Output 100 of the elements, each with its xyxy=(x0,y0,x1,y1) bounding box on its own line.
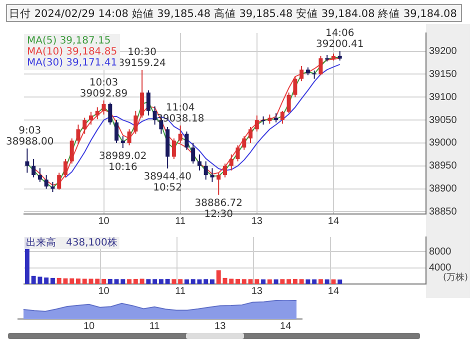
y-tick-label: 39150 xyxy=(429,68,458,80)
candlestick xyxy=(76,124,80,144)
candlestick xyxy=(286,92,291,114)
annotation: 38944.40 10:52 xyxy=(144,171,192,194)
bar xyxy=(102,278,106,284)
bar xyxy=(70,278,74,284)
bar xyxy=(274,279,278,284)
candlestick xyxy=(127,128,132,146)
candlestick xyxy=(178,124,182,144)
text: MA(5) 39,187.15 xyxy=(27,36,111,47)
x-tick-label: 13 xyxy=(214,320,226,332)
bar xyxy=(299,279,304,284)
bar xyxy=(50,278,55,284)
bar xyxy=(210,279,214,284)
bar xyxy=(242,279,246,284)
candlestick xyxy=(229,154,234,171)
candlestick xyxy=(152,106,157,126)
bar xyxy=(108,278,112,284)
candlestick xyxy=(95,106,100,120)
bar xyxy=(140,278,144,284)
bar xyxy=(88,278,94,284)
bar xyxy=(306,279,310,284)
candlestick xyxy=(114,120,119,144)
candlestick xyxy=(338,50,342,61)
text: MA(30) 39,171.41 xyxy=(27,58,118,69)
text: MA(10) 39,184.85 xyxy=(27,46,118,58)
bar xyxy=(44,278,49,284)
candlestick xyxy=(146,90,150,116)
x-tick-label: 10 xyxy=(98,216,110,227)
annotation: 38989.02 10:16 xyxy=(99,151,147,174)
y-tick-label: 38950 xyxy=(429,160,458,172)
candlestick xyxy=(70,138,74,164)
candlestick xyxy=(38,168,42,182)
annotation: 10:30 39159.24 xyxy=(118,47,166,70)
bar xyxy=(82,278,87,284)
candlestick xyxy=(210,168,214,182)
x-tick-label: 10 xyxy=(98,286,110,297)
chart-title: 出来高 438,100株 xyxy=(26,236,118,249)
y-tick-label: 39100 xyxy=(429,92,458,103)
bar xyxy=(338,280,342,284)
candlestick xyxy=(25,148,30,174)
bar xyxy=(324,279,330,284)
candlestick xyxy=(254,114,259,132)
bar xyxy=(267,279,272,284)
candlestick xyxy=(318,55,323,76)
y-axis-title: (万株) xyxy=(442,272,468,283)
bar xyxy=(184,279,189,284)
candlestick xyxy=(82,117,87,134)
y-tick-label: 4000 xyxy=(429,262,452,274)
candlestick xyxy=(57,172,62,190)
candlestick xyxy=(44,174,48,190)
bar xyxy=(280,279,285,284)
annotation: 9:03 38988.00 xyxy=(6,125,54,148)
chart-title: 日付 2024/02/29 14:08 始値 39,185.48 高値 39,185.48 安値 39,184.08 終値 39,184.08 xyxy=(6,4,462,22)
bar xyxy=(312,279,317,284)
candlestick xyxy=(191,142,196,164)
bar xyxy=(292,278,298,284)
candlestick xyxy=(184,131,189,150)
bar xyxy=(158,279,164,284)
bar xyxy=(204,279,208,284)
y-tick-label: 38850 xyxy=(429,206,458,218)
bar xyxy=(165,278,170,284)
bar xyxy=(95,278,100,284)
annotation: 10:03 39092.89 xyxy=(80,77,128,100)
candlestick xyxy=(293,76,298,98)
candlestick xyxy=(300,65,304,82)
candlestick xyxy=(172,138,176,160)
y-tick-label: 39200 xyxy=(429,46,458,58)
bar xyxy=(261,279,266,284)
bar xyxy=(172,279,176,284)
bar xyxy=(216,270,221,284)
x-tick-label: 13 xyxy=(251,286,263,297)
candlestick xyxy=(32,158,36,178)
y-tick-label: 38900 xyxy=(429,184,458,195)
candlestick xyxy=(140,70,144,118)
bar xyxy=(152,279,158,284)
y-tick-label: 39050 xyxy=(429,114,458,126)
candlestick xyxy=(312,70,316,80)
bar xyxy=(236,278,240,284)
candlestick xyxy=(89,111,93,126)
bar xyxy=(318,279,323,284)
candlestick xyxy=(236,144,240,162)
x-tick-label: 14 xyxy=(328,286,340,297)
bar xyxy=(146,279,151,284)
candlestick xyxy=(248,126,253,144)
bar xyxy=(331,279,336,284)
x-tick-label: 10 xyxy=(83,320,95,332)
x-tick-label: 14 xyxy=(328,216,340,227)
candlestick xyxy=(197,154,202,171)
bar xyxy=(286,279,292,284)
bar xyxy=(127,279,132,284)
bar xyxy=(178,279,183,284)
candlestick xyxy=(242,136,246,150)
candlestick xyxy=(134,110,138,134)
candlestick xyxy=(63,158,68,178)
bar xyxy=(76,278,80,284)
bar xyxy=(229,278,234,284)
y-tick-label: 8000 xyxy=(429,246,452,258)
candlestick xyxy=(102,100,106,116)
bar xyxy=(133,278,138,284)
